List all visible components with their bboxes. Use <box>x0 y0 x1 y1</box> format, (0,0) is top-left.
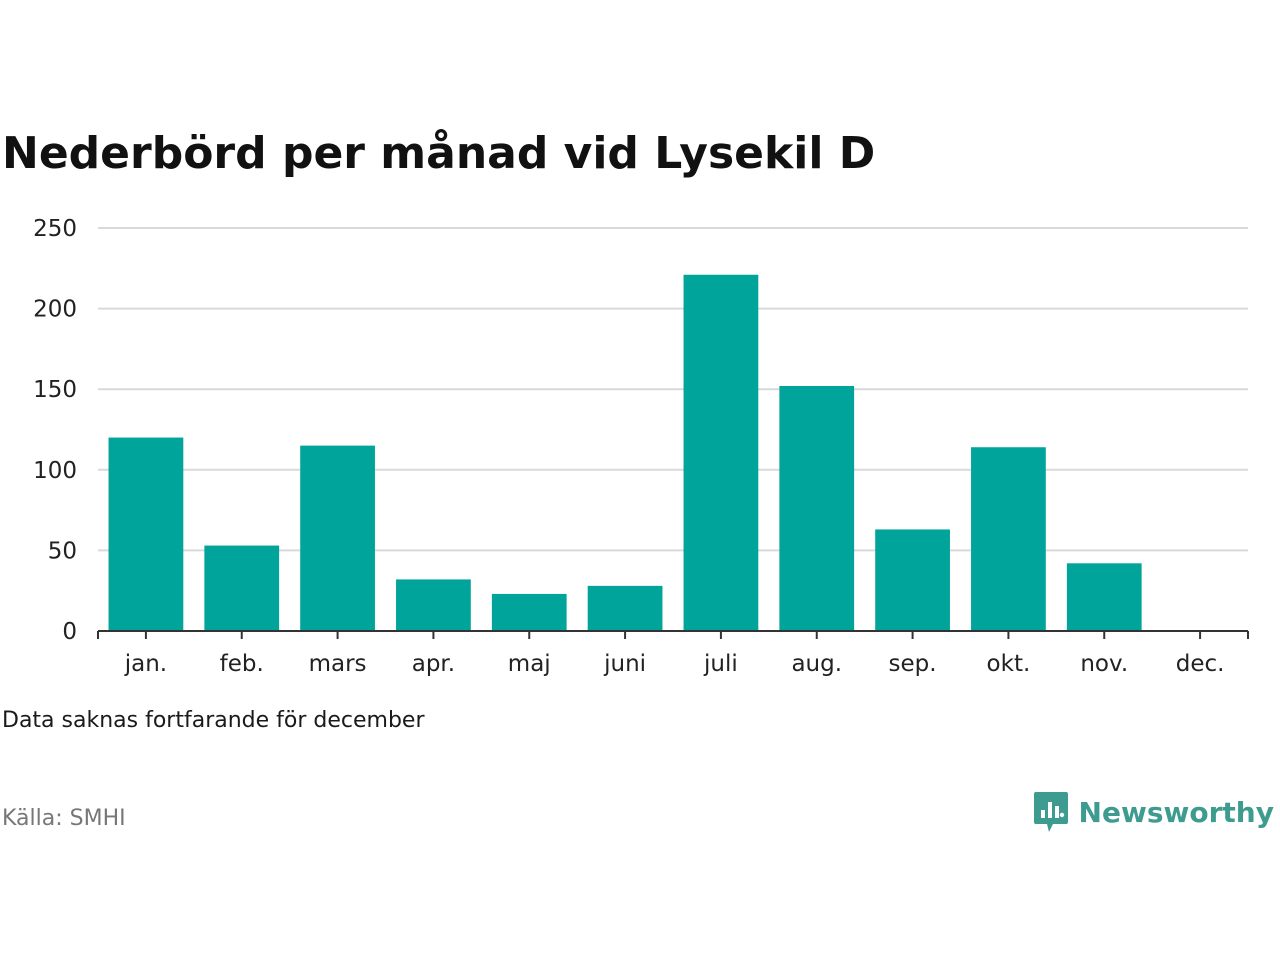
x-tick-label: feb. <box>220 651 264 677</box>
y-tick-label: 100 <box>33 458 77 484</box>
bar-3 <box>396 579 471 631</box>
x-tick-label: apr. <box>412 651 455 677</box>
x-tick-label: dec. <box>1176 651 1225 677</box>
bar-10 <box>1066 563 1142 631</box>
x-tick-label: juni <box>603 651 646 677</box>
x-tick-label: maj <box>508 651 551 677</box>
bar-9 <box>971 447 1046 631</box>
x-tick-label: jan. <box>124 651 167 677</box>
x-tick-label: okt. <box>987 651 1031 677</box>
y-tick-label: 150 <box>33 377 77 403</box>
y-tick-label: 0 <box>62 619 77 645</box>
x-tick-label: juli <box>703 651 738 677</box>
bar-1 <box>204 545 280 631</box>
y-tick-label: 250 <box>33 216 77 242</box>
bar-4 <box>491 593 567 631</box>
bar-5 <box>587 585 663 631</box>
newsworthy-logo-icon <box>1033 792 1068 832</box>
bar-8 <box>875 529 950 631</box>
bars <box>108 274 1142 631</box>
gridlines <box>98 227 1248 552</box>
bar-6 <box>683 274 759 631</box>
source-credit: Källa: SMHI <box>2 806 126 831</box>
x-tick-label: aug. <box>791 651 842 677</box>
data-note: Data saknas fortfarande för december <box>2 708 425 733</box>
x-axis: jan. feb. mars apr. maj juni juli aug. sep. okt. n… <box>97 630 1249 677</box>
bar-7 <box>779 385 855 631</box>
x-tick-label: nov. <box>1080 651 1128 677</box>
brand-name: Newsworthy <box>1078 795 1274 829</box>
x-tick-label: mars <box>309 651 367 677</box>
chart-title: Nederbörd per månad vid Lysekil D <box>2 128 876 179</box>
x-tick-label: sep. <box>889 651 937 677</box>
brand-logo: Newsworthy <box>1033 790 1274 834</box>
bar-2 <box>300 445 375 631</box>
y-tick-label: 200 <box>33 297 77 323</box>
y-axis-ticks: 0 50 100 150 200 250 <box>33 216 77 645</box>
y-tick-label: 50 <box>48 538 77 564</box>
bar-0 <box>108 437 184 631</box>
